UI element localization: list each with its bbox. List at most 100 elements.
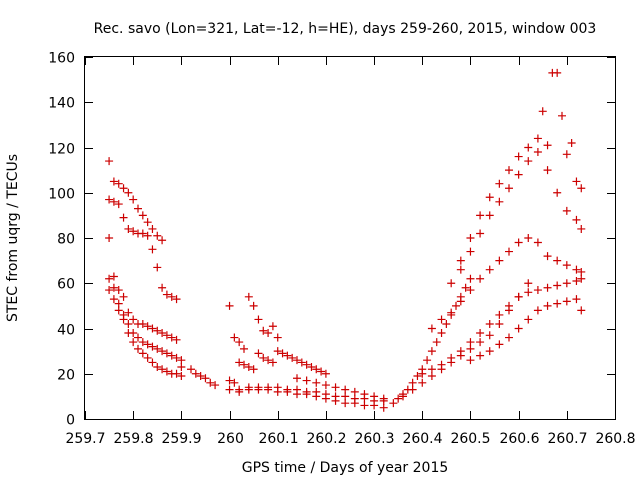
data-point xyxy=(572,295,581,304)
data-point xyxy=(466,338,475,347)
data-point xyxy=(254,349,263,358)
data-point xyxy=(191,369,200,378)
data-point xyxy=(109,197,118,206)
data-point xyxy=(254,315,263,324)
data-point xyxy=(162,367,171,376)
data-point xyxy=(109,295,118,304)
data-point xyxy=(447,279,456,288)
data-point xyxy=(134,344,142,353)
data-point xyxy=(143,322,152,331)
data-point xyxy=(134,204,142,213)
data-point xyxy=(331,396,340,405)
data-point xyxy=(505,301,513,310)
data-point xyxy=(124,319,133,328)
data-point xyxy=(476,351,485,360)
data-point xyxy=(341,385,350,394)
data-point xyxy=(134,333,142,342)
data-point xyxy=(119,184,128,193)
data-point xyxy=(533,148,542,157)
data-point xyxy=(437,315,446,324)
x-tick-label: 260.7 xyxy=(547,431,587,447)
data-point xyxy=(514,292,523,301)
data-point xyxy=(437,360,446,369)
data-point xyxy=(129,315,138,324)
data-point xyxy=(485,193,494,202)
data-point xyxy=(105,234,114,242)
data-point xyxy=(162,331,171,340)
data-point xyxy=(476,229,485,238)
data-point xyxy=(533,286,542,295)
data-point xyxy=(456,265,465,274)
data-point xyxy=(476,338,485,347)
data-point xyxy=(577,224,586,233)
data-point xyxy=(524,279,533,288)
data-point xyxy=(350,387,359,396)
data-point xyxy=(114,200,123,209)
data-point xyxy=(225,385,234,394)
data-point xyxy=(105,274,114,283)
data-point xyxy=(283,351,292,360)
data-point xyxy=(418,378,427,387)
data-point xyxy=(109,177,118,186)
data-point xyxy=(230,378,239,387)
data-point xyxy=(558,111,566,120)
data-point xyxy=(577,274,586,283)
data-point xyxy=(524,234,533,242)
data-point xyxy=(273,387,282,396)
data-point xyxy=(447,353,456,362)
data-point xyxy=(278,349,287,358)
data-point xyxy=(143,231,152,240)
chart-title: Rec. savo (Lon=321, Lat=-12, h=HE), days… xyxy=(94,21,597,37)
data-point xyxy=(466,344,475,353)
x-tick-label: 259.9 xyxy=(161,431,201,447)
data-point xyxy=(495,340,504,349)
data-point xyxy=(264,356,273,365)
data-point xyxy=(138,229,147,238)
data-point xyxy=(143,353,152,362)
data-point xyxy=(211,381,220,390)
data-point xyxy=(562,261,571,270)
plot-frame xyxy=(84,56,616,420)
data-point xyxy=(138,338,147,347)
data-point xyxy=(485,347,494,356)
x-tick-label: 260.8 xyxy=(595,431,635,447)
x-axis: 259.7 259.8 259.9 260 260.1 260.2 260.3 260.4 26… xyxy=(65,57,636,447)
data-point xyxy=(302,360,311,369)
data-point xyxy=(268,358,277,367)
data-point xyxy=(524,143,533,152)
data-point xyxy=(312,392,321,401)
data-point xyxy=(124,308,133,317)
data-point xyxy=(466,247,475,256)
data-point xyxy=(264,385,273,394)
y-tick-label: 0 xyxy=(66,413,75,429)
data-point xyxy=(524,288,533,297)
data-point xyxy=(485,331,494,340)
data-point xyxy=(495,179,504,188)
data-point xyxy=(427,372,436,381)
data-point xyxy=(244,362,253,371)
data-point xyxy=(153,231,162,240)
x-axis-label: GPS time / Days of year 2015 xyxy=(242,460,449,476)
x-tick-label: 260 xyxy=(217,431,244,447)
data-point xyxy=(124,224,133,233)
data-point xyxy=(505,247,513,256)
data-point xyxy=(225,376,234,385)
data-point xyxy=(321,381,330,390)
data-point xyxy=(379,394,388,403)
data-point xyxy=(427,365,436,374)
y-tick-label: 40 xyxy=(57,323,75,339)
data-point xyxy=(172,369,181,378)
data-point xyxy=(240,344,248,353)
data-point xyxy=(283,387,292,396)
data-point xyxy=(572,177,581,186)
data-point xyxy=(235,358,244,367)
data-point xyxy=(105,195,114,204)
data-point xyxy=(129,338,138,347)
data-point xyxy=(293,390,301,399)
data-point xyxy=(577,306,586,315)
data-point xyxy=(148,342,157,351)
data-point xyxy=(505,333,513,342)
data-points xyxy=(105,68,586,412)
data-point xyxy=(350,399,359,408)
